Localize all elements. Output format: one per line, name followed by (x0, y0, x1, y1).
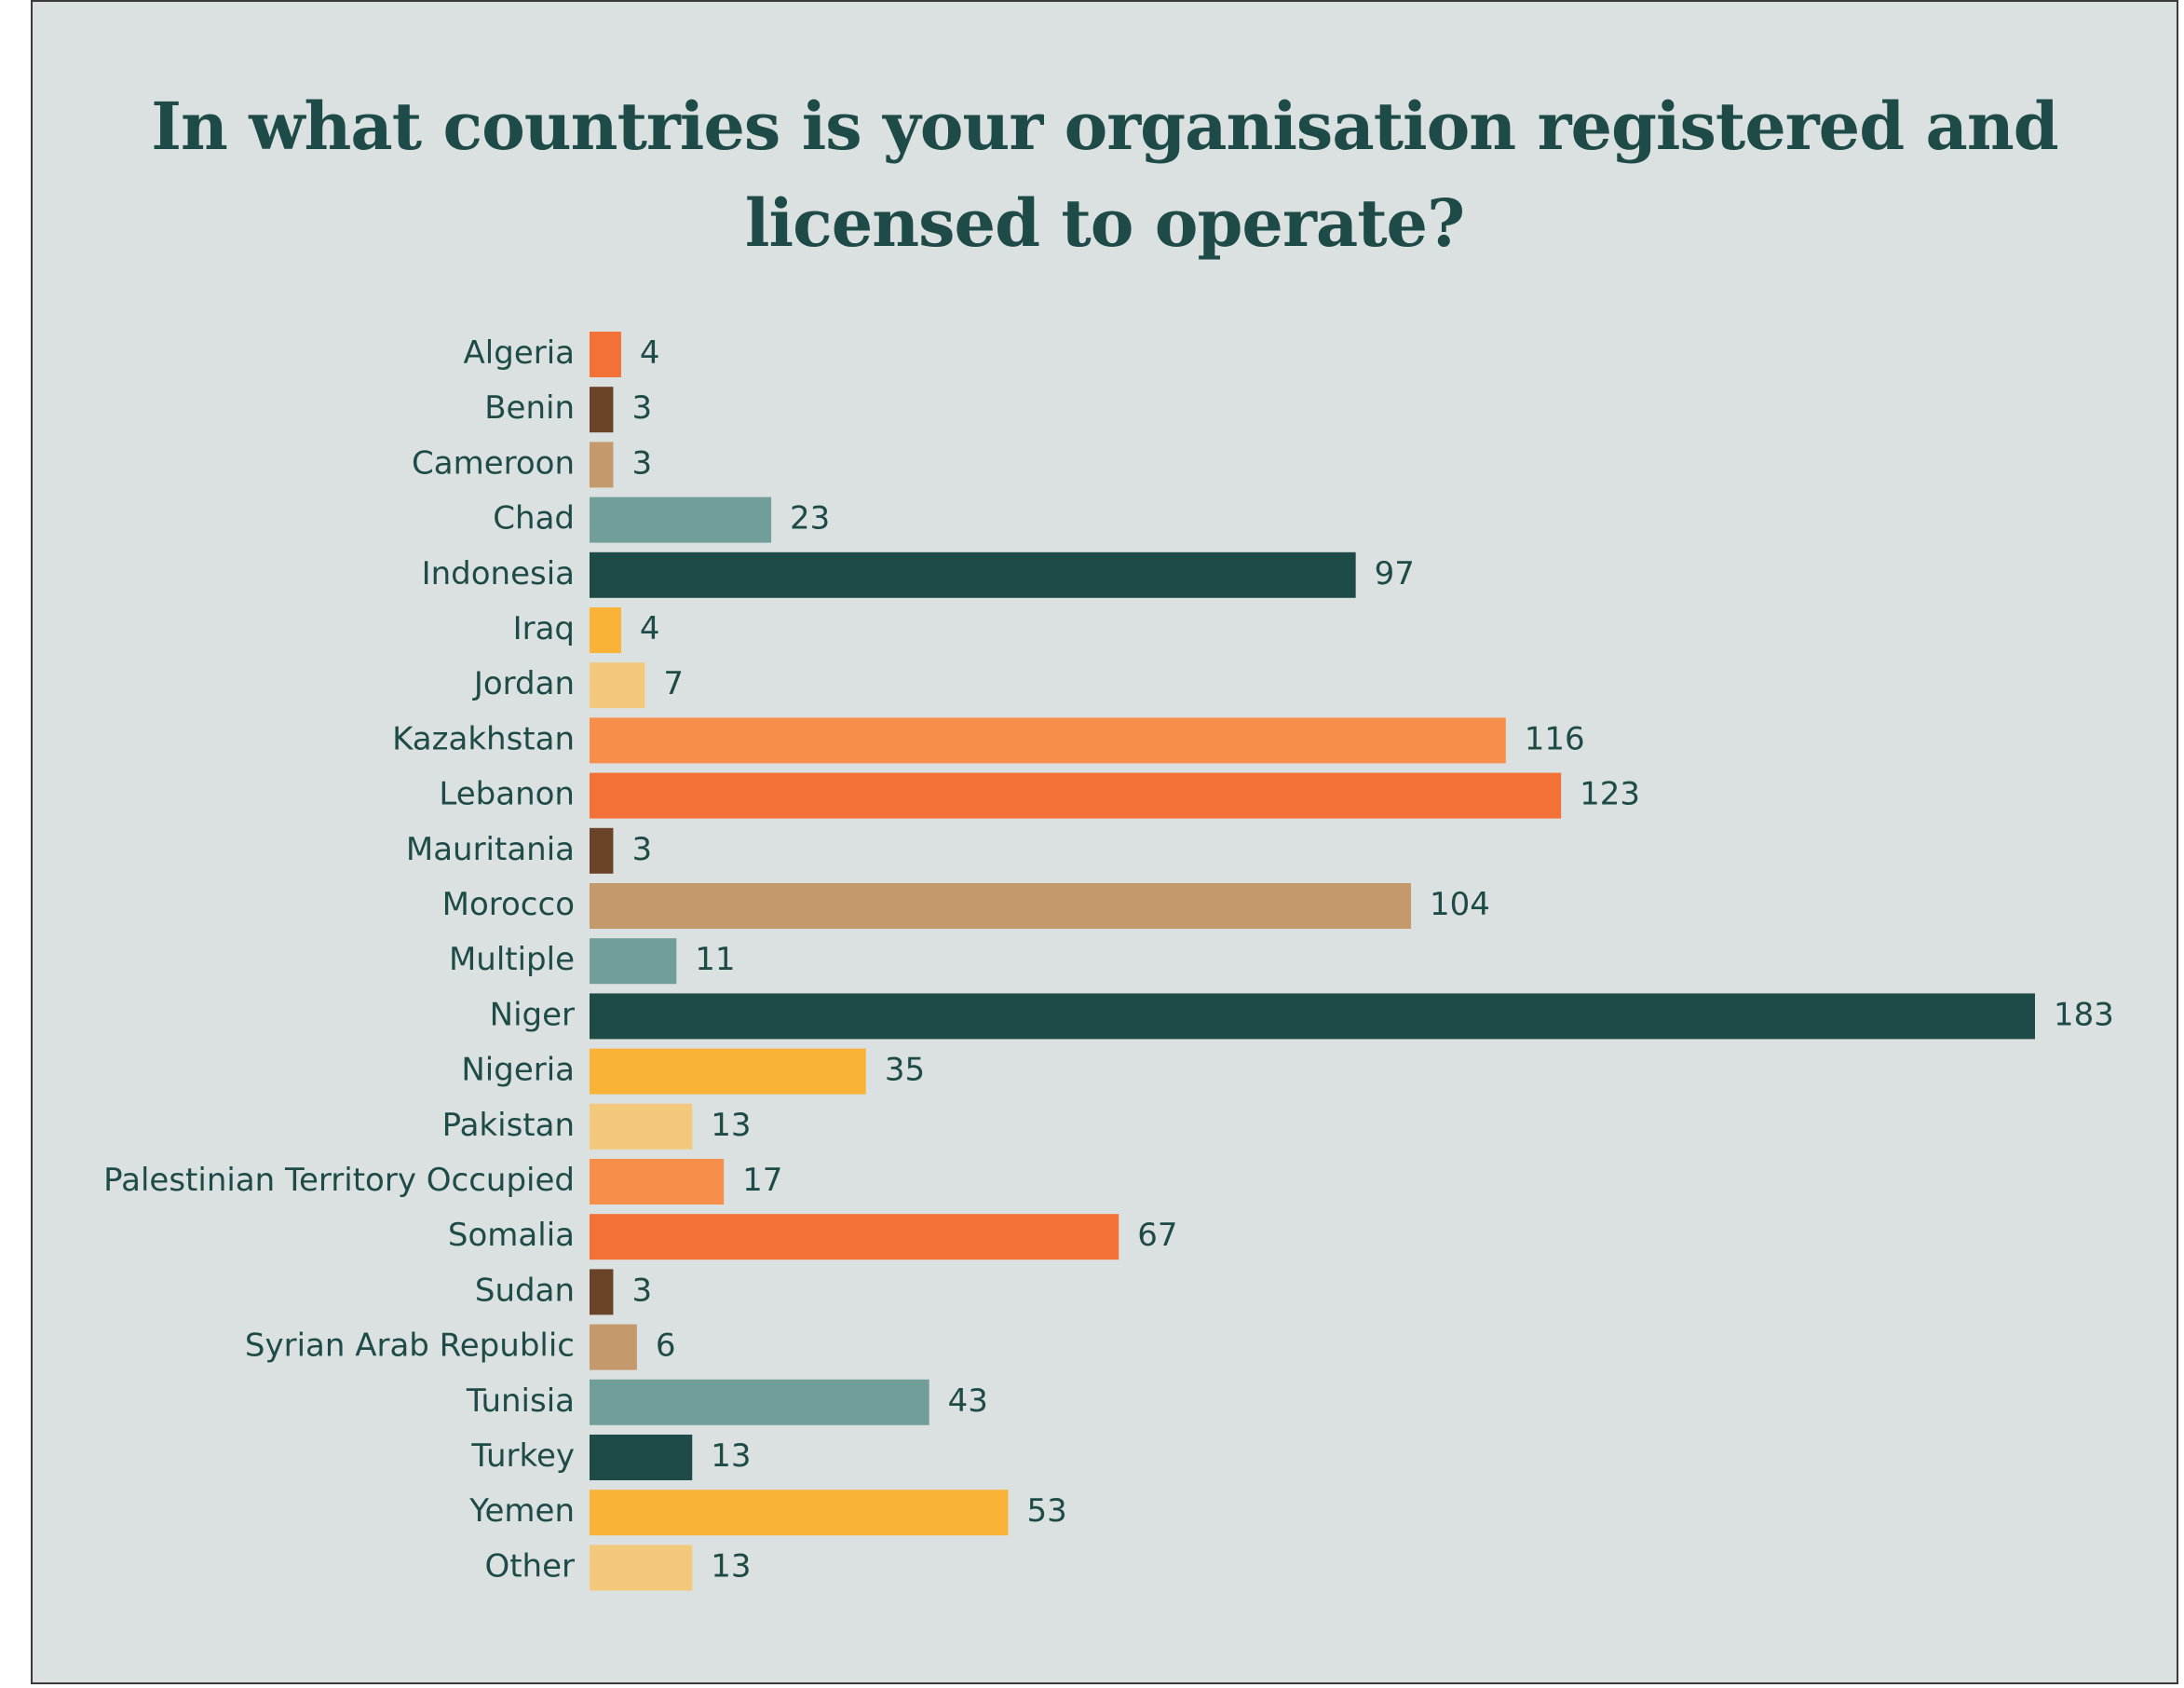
bar (590, 1324, 637, 1370)
bar (590, 1214, 1119, 1260)
bar (590, 332, 621, 377)
category-label: Jordan (472, 665, 575, 702)
value-label: 116 (1525, 720, 1585, 757)
value-label: 23 (790, 500, 830, 538)
bar (590, 387, 614, 433)
value-label: 13 (711, 1437, 751, 1475)
bar (590, 1269, 614, 1315)
bar (590, 1103, 693, 1150)
value-label: 104 (1430, 886, 1490, 923)
chart-title-line-2: licensed to operate? (744, 184, 1465, 262)
chart-title: In what countries is your organisation r… (33, 78, 2177, 272)
value-label: 4 (640, 610, 660, 647)
value-label: 11 (695, 941, 735, 978)
category-label: Turkey (470, 1437, 575, 1475)
bar (590, 717, 1506, 764)
category-label: Yemen (468, 1492, 575, 1530)
value-label: 13 (711, 1547, 751, 1585)
value-label: 183 (2054, 996, 2114, 1033)
bar (590, 1159, 725, 1205)
bar (590, 497, 772, 543)
value-label: 67 (1137, 1217, 1177, 1254)
bar (590, 1435, 693, 1480)
category-label: Nigeria (461, 1052, 575, 1089)
category-label: Tunisia (466, 1382, 575, 1420)
value-label: 4 (640, 334, 660, 372)
category-label: Kazakhstan (392, 720, 575, 757)
category-label: Algeria (464, 334, 575, 372)
category-label: Other (484, 1547, 575, 1585)
bar (590, 827, 614, 874)
value-label: 97 (1375, 555, 1415, 592)
value-label: 3 (631, 831, 652, 868)
bar (590, 938, 677, 985)
category-label: Multiple (449, 941, 575, 978)
category-label: Indonesia (422, 555, 575, 592)
bar (590, 1490, 1009, 1536)
chart-panel: In what countries is your organisation r… (31, 0, 2178, 1684)
value-label: 3 (631, 389, 652, 427)
bar (590, 1545, 693, 1591)
category-label: Morocco (442, 886, 575, 923)
value-label: 17 (742, 1162, 782, 1199)
bar (590, 442, 614, 488)
value-label: 3 (631, 444, 652, 482)
bar (590, 551, 1356, 598)
category-label: Iraq (513, 610, 575, 647)
bar (590, 993, 2035, 1040)
category-label: Cameroon (412, 444, 575, 482)
category-label: Syrian Arab Republic (245, 1327, 575, 1365)
value-label: 13 (711, 1107, 751, 1144)
category-label: Palestinian Territory Occupied (103, 1162, 575, 1199)
category-label: Chad (493, 500, 575, 538)
value-label: 3 (631, 1272, 652, 1309)
value-label: 7 (663, 665, 684, 702)
bar (590, 607, 621, 653)
bar (590, 1048, 866, 1095)
category-label: Benin (484, 389, 575, 427)
category-label: Somalia (448, 1217, 575, 1254)
bar (590, 772, 1562, 819)
chart-title-line-1: In what countries is your organisation r… (151, 88, 2058, 165)
bar (590, 883, 1412, 929)
category-label: Sudan (475, 1272, 575, 1309)
category-label: Mauritania (406, 831, 575, 868)
value-label: 35 (885, 1052, 925, 1089)
bar (590, 662, 645, 709)
bar (590, 1379, 929, 1425)
value-label: 43 (948, 1382, 988, 1420)
value-label: 123 (1580, 776, 1640, 813)
category-label: Pakistan (442, 1107, 575, 1144)
bar-chart: Algeria 4 Benin 3 Cameroon 3 Chad 23 Indonesia 97… (103, 332, 2114, 1591)
value-label: 53 (1026, 1492, 1066, 1530)
category-label: Niger (490, 996, 575, 1033)
value-label: 6 (656, 1327, 676, 1365)
category-label: Lebanon (439, 776, 575, 813)
